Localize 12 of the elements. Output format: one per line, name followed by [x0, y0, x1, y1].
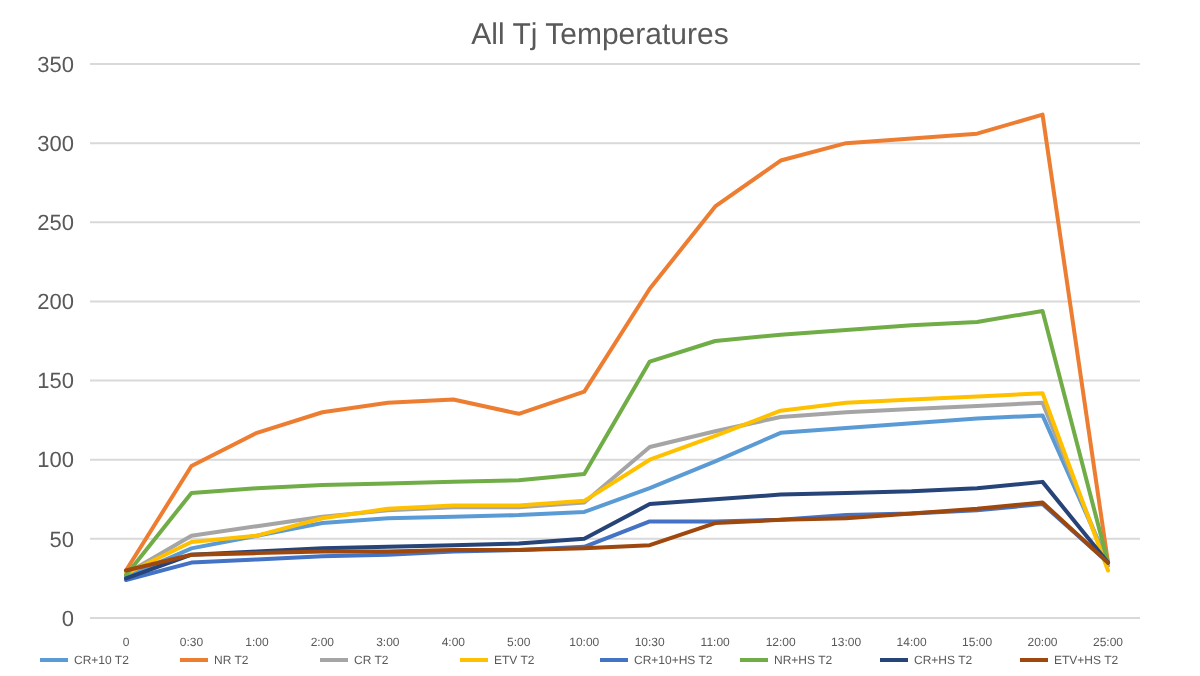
y-tick-label: 150: [37, 370, 74, 395]
line-series: [124, 479, 1110, 581]
line-series: [124, 112, 1110, 573]
y-tick-label: 50: [49, 528, 74, 553]
line-series: [124, 308, 1110, 578]
y-tick-label: 350: [37, 53, 74, 78]
y-tick-label: 100: [37, 449, 74, 474]
y-tick-label: 300: [37, 132, 74, 157]
y-tick-label: 250: [37, 211, 74, 236]
y-tick-label: 0: [61, 607, 74, 632]
y-tick-label: 200: [37, 291, 74, 316]
chart-title: All Tj Temperatures: [471, 18, 729, 52]
